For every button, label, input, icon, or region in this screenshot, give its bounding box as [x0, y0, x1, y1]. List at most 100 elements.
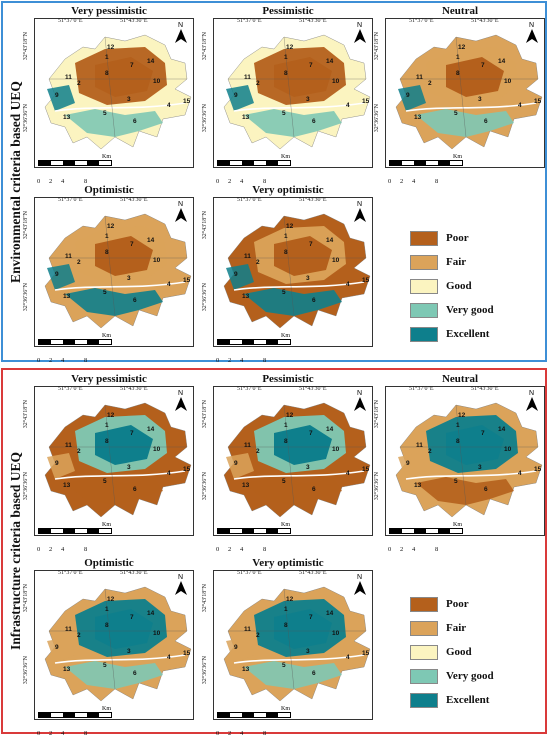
svg-text:N: N: [357, 22, 362, 29]
zone-label: 8: [105, 438, 109, 445]
coord-lat-2: 32°36'36"N: [23, 656, 29, 685]
scale-unit: Km: [102, 706, 111, 712]
scale-bar: [217, 160, 291, 166]
zone-label: 2: [256, 259, 260, 266]
svg-text:N: N: [178, 201, 183, 208]
zone-label: 2: [256, 448, 260, 455]
zone-label: 12: [107, 596, 115, 603]
zone-label: 6: [312, 670, 316, 677]
legend-swatch: [410, 326, 438, 342]
zone-label: 5: [282, 478, 286, 485]
map-panel: Pessimistic 1 2 3 4 5 6 7 8 9 10 11 12 13 14 15 51°37'…: [202, 372, 373, 553]
zone-label: 7: [481, 430, 485, 437]
zone-label: 9: [234, 92, 238, 99]
coord-lat-2: 32°36'36"N: [202, 104, 208, 133]
zone-label: 8: [456, 438, 460, 445]
zone-label: 3: [306, 96, 310, 103]
coord-lat-2: 32°36'36"N: [23, 104, 29, 133]
zone-label: 13: [414, 114, 422, 121]
zone-label: 4: [346, 102, 350, 109]
legend-item: Good: [410, 640, 530, 664]
zone-label: 8: [284, 438, 288, 445]
scale-unit: Km: [281, 333, 290, 339]
zone-label: 15: [534, 466, 542, 473]
map-frame: 1 2 3 4 5 6 7 8 9 10 11 12 13 14 15: [34, 197, 194, 347]
zone-label: 12: [286, 596, 294, 603]
zone-label: 1: [284, 233, 288, 240]
zone-label: 11: [244, 74, 251, 81]
zone-label: 6: [133, 118, 137, 125]
zone-label: 13: [242, 666, 250, 673]
zone-label: 12: [458, 44, 466, 51]
zone-label: 11: [65, 253, 72, 260]
zone-label: 6: [312, 486, 316, 493]
zone-label: 2: [77, 80, 81, 87]
coord-lat-1: 32°43'18"N: [374, 400, 380, 429]
zone-label: 11: [65, 626, 72, 633]
zone-label: 4: [346, 654, 350, 661]
legend-item: Good: [410, 274, 530, 298]
zone-label: 11: [244, 626, 251, 633]
svg-text:N: N: [357, 390, 362, 397]
coord-lon-1: 51°37'0"E: [237, 386, 262, 392]
zone-label: 12: [107, 223, 115, 230]
coord-lat-1: 32°43'18"N: [23, 32, 29, 61]
zone-label: 7: [130, 241, 134, 248]
legend-environmental: Poor Fair Good Very good Excellent: [410, 226, 530, 346]
zone-label: 12: [286, 44, 294, 51]
zone-label: 2: [256, 80, 260, 87]
scenario-title: Neutral: [441, 373, 479, 385]
coord-lat-2: 32°36'36"N: [23, 283, 29, 312]
zone-label: 13: [242, 114, 250, 121]
coord-lat-2: 32°36'36"N: [374, 472, 380, 501]
north-arrow-icon: N: [175, 22, 187, 43]
legend-item: Poor: [410, 226, 530, 250]
zone-label: 11: [244, 442, 251, 449]
zone-label: 3: [127, 275, 131, 282]
coord-lat-2: 32°36'36"N: [202, 283, 208, 312]
coord-lon-1: 51°37'0"E: [58, 197, 83, 203]
zone-label: 3: [306, 275, 310, 282]
zone-label: 11: [65, 442, 72, 449]
zone-label: 2: [77, 448, 81, 455]
zone-label: 4: [518, 102, 522, 109]
coord-lon-1: 51°37'0"E: [409, 18, 434, 24]
scale-bar: [217, 339, 291, 345]
legend-swatch: [410, 692, 438, 708]
zone-label: 13: [63, 293, 71, 300]
zone-label: 7: [130, 430, 134, 437]
zone-label: 8: [105, 622, 109, 629]
scale-bar: [38, 339, 112, 345]
map-frame: 1 2 3 4 5 6 7 8 9 10 11 12 13 14 15: [213, 18, 373, 168]
zone-label: 12: [107, 412, 115, 419]
zone-label: 5: [103, 289, 107, 296]
legend-swatch: [410, 302, 438, 318]
scale-bar: [38, 712, 112, 718]
zone-label: 9: [406, 460, 410, 467]
map-panel: Optimistic 1 2 3 4 5 6 7 8 9 10 11 12 13 14 15 51°37'0…: [23, 556, 194, 737]
scale-bar: [38, 528, 112, 534]
zone-label: 14: [147, 426, 155, 433]
scale-bar: [389, 160, 463, 166]
coord-lon-1: 51°37'0"E: [58, 570, 83, 576]
coord-lon-2: 51°43'30"E: [299, 386, 327, 392]
zone-label: 2: [428, 80, 432, 87]
zone-label: 9: [55, 460, 59, 467]
zone-label: 5: [103, 478, 107, 485]
legend-swatch: [410, 254, 438, 270]
zone-label: 11: [65, 74, 72, 81]
infrastructure-section: Infrastructure criteria based UEQ: [1, 368, 547, 734]
scale-bar: [389, 528, 463, 534]
legend-item: Fair: [410, 616, 530, 640]
coord-lon-2: 51°43'30"E: [120, 197, 148, 203]
zone-label: 6: [484, 486, 488, 493]
zone-label: 12: [286, 412, 294, 419]
scale-unit: Km: [102, 522, 111, 528]
coord-lat-1: 32°43'18"N: [202, 32, 208, 61]
coord-lat-1: 32°43'18"N: [374, 32, 380, 61]
zone-label: 15: [362, 650, 370, 657]
